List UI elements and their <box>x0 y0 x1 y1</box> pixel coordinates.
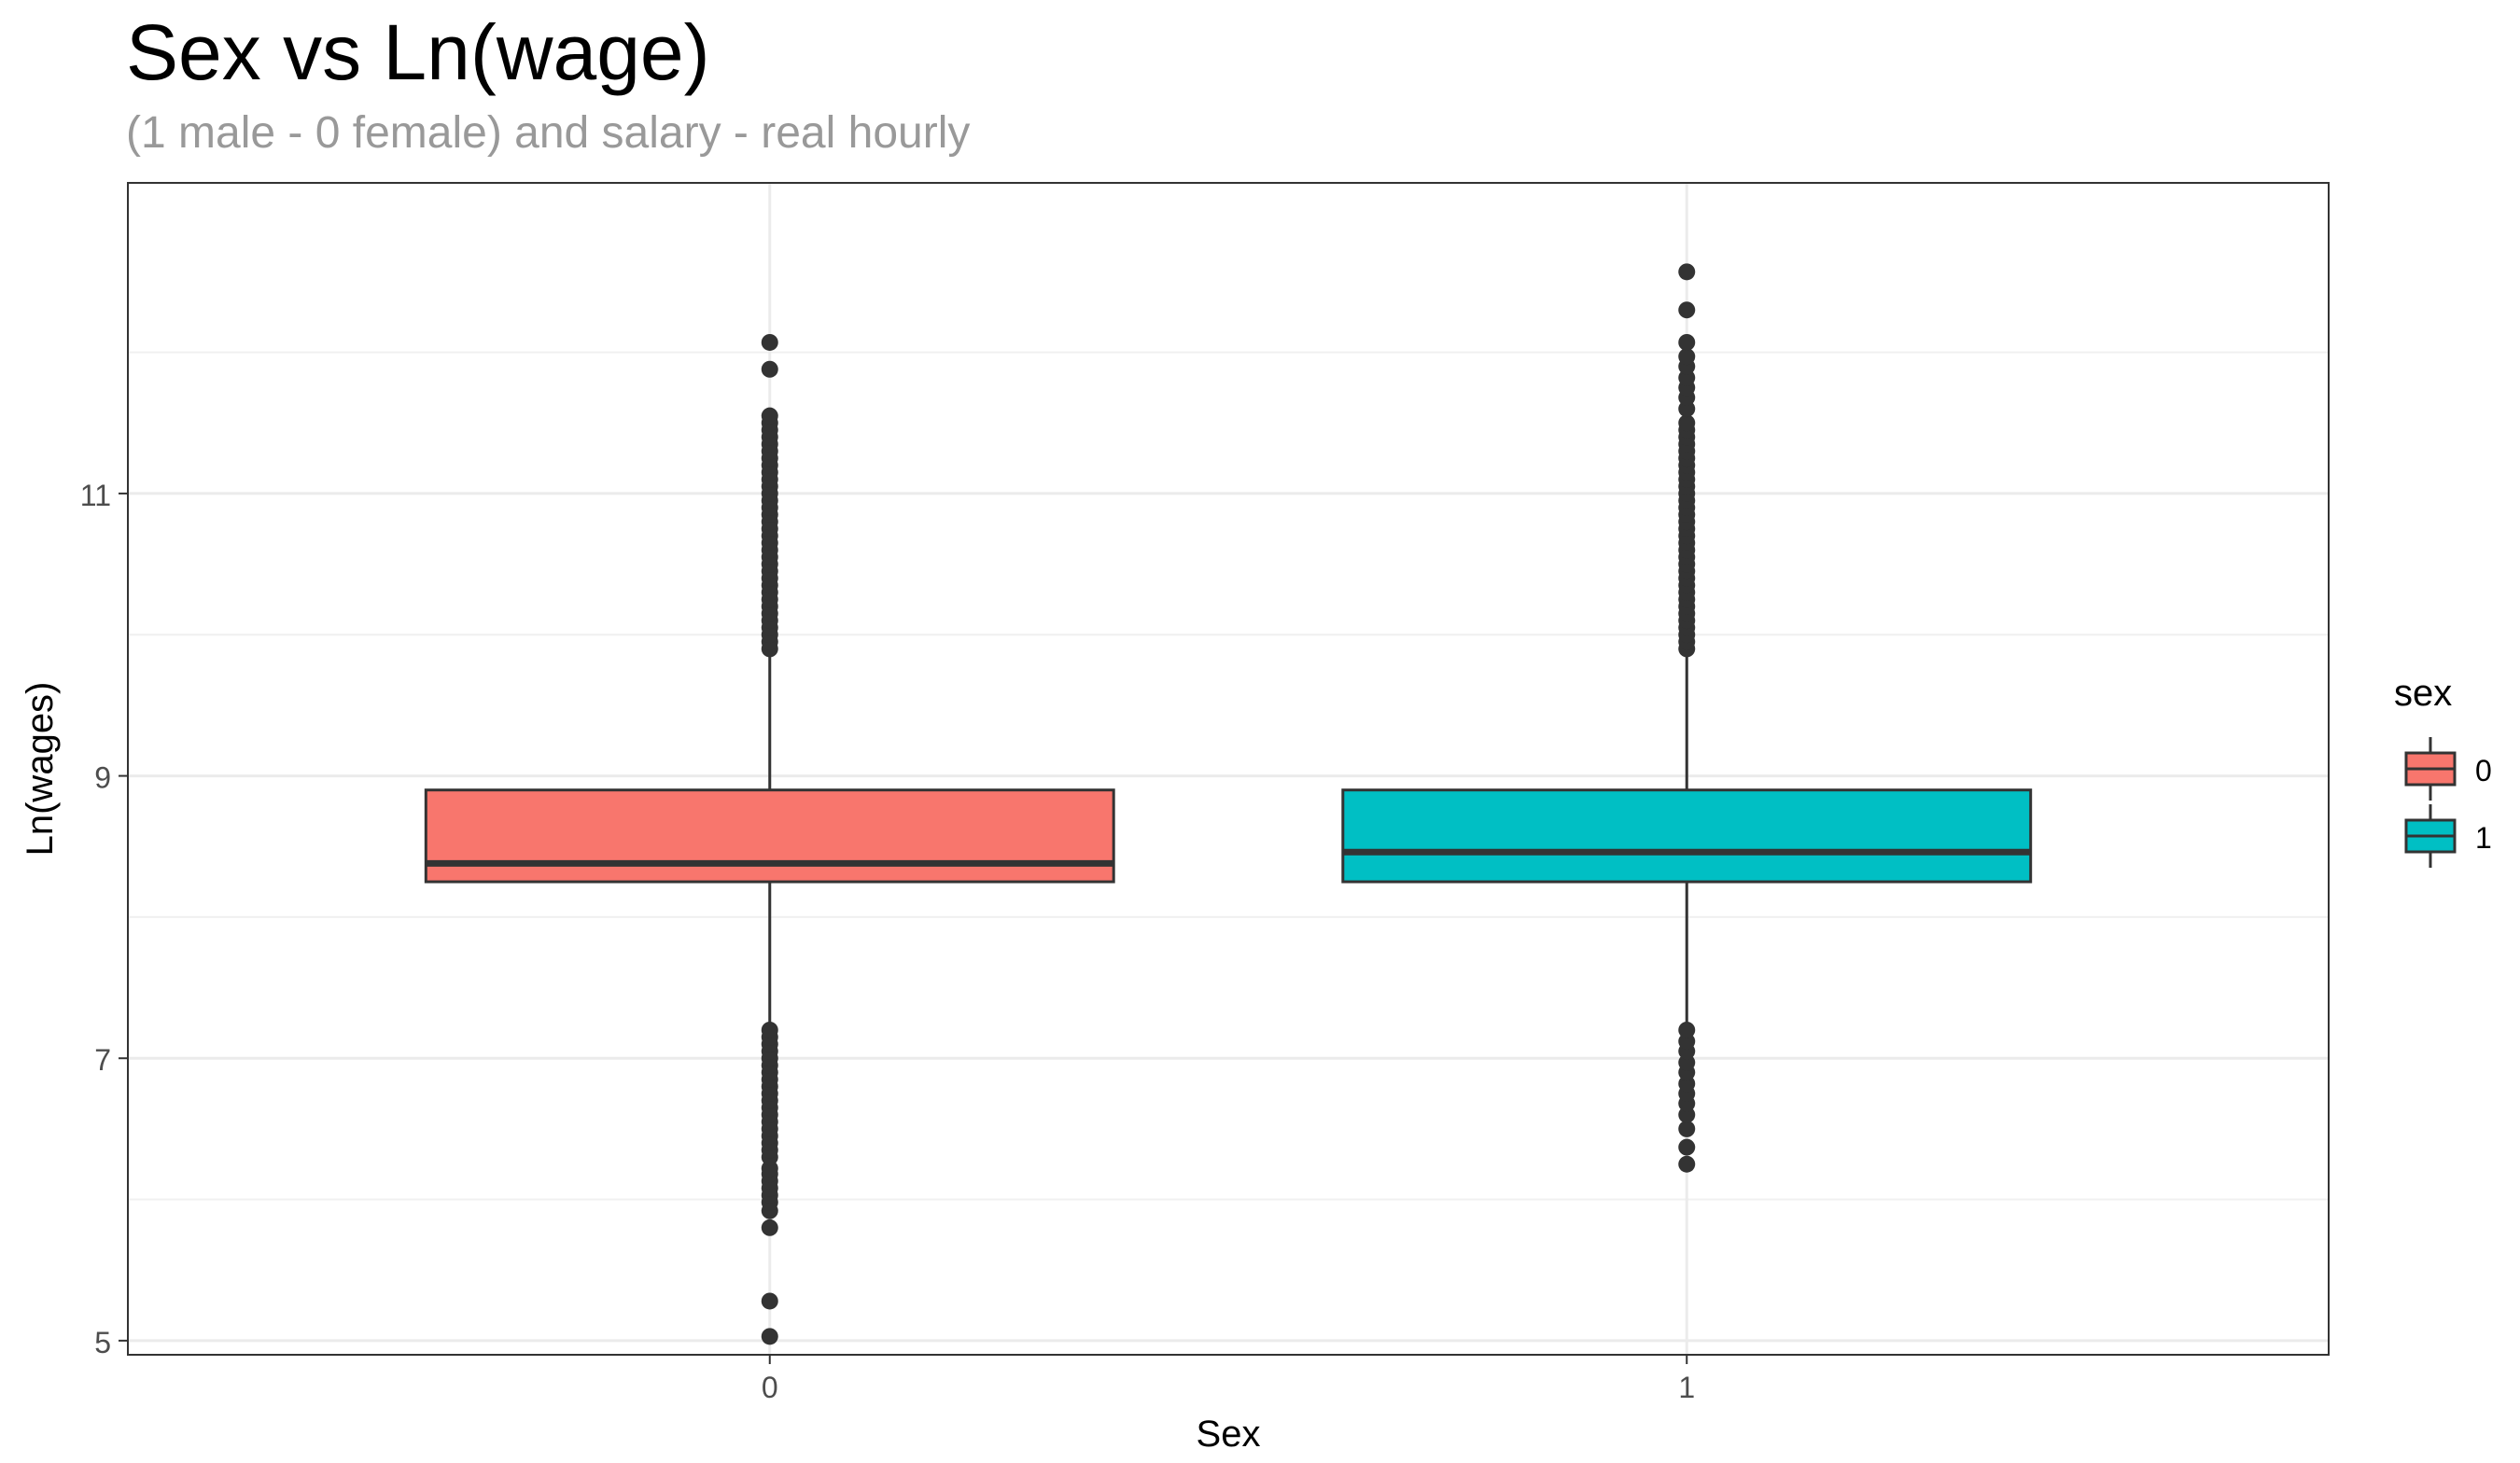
box-group-1 <box>1341 263 2033 1173</box>
y-tick-label: 9 <box>94 761 111 795</box>
grid-lines <box>128 183 2329 1355</box>
axes: 5 7 9 11 0 1 <box>80 479 1695 1404</box>
outlier-point <box>761 1292 778 1310</box>
x-axis-title: Sex <box>1197 1414 1261 1455</box>
outlier-point <box>761 360 778 378</box>
y-tick-label: 5 <box>94 1326 111 1359</box>
box-iqr <box>1341 788 2033 884</box>
outlier-point <box>1678 1138 1696 1156</box>
boxes <box>424 263 2033 1345</box>
legend-label: 0 <box>2475 754 2492 787</box>
outlier-point <box>1678 414 1696 432</box>
box-iqr <box>424 788 1115 884</box>
box-group-0 <box>424 333 1115 1345</box>
outlier-point <box>761 407 778 425</box>
y-tick-label: 11 <box>80 479 111 512</box>
outlier-point <box>1678 348 1696 366</box>
outlier-point <box>761 1219 778 1236</box>
outlier-point <box>761 1021 778 1038</box>
x-tick-label: 0 <box>762 1371 778 1404</box>
legend-item-0: 0 <box>2404 737 2492 801</box>
x-tick-label: 1 <box>1678 1371 1695 1404</box>
legend: sex 0 1 <box>2394 673 2492 868</box>
outlier-point <box>1678 1155 1696 1173</box>
outlier-point <box>1678 301 1696 319</box>
outlier-point <box>761 1328 778 1345</box>
legend-item-1: 1 <box>2404 804 2492 868</box>
y-axis-title: Ln(wages) <box>20 682 61 857</box>
legend-label: 1 <box>2475 821 2492 855</box>
outlier-point <box>1678 333 1696 351</box>
outlier-point <box>1678 1120 1696 1137</box>
chart-subtitle: (1 male - 0 female) and salary - real ho… <box>126 108 971 158</box>
outlier-point <box>761 333 778 351</box>
outlier-point <box>1678 1021 1696 1038</box>
chart-title: Sex vs Ln(wage) <box>126 8 710 96</box>
plot-panel-border <box>127 182 2330 1356</box>
y-tick-label: 7 <box>94 1043 111 1077</box>
legend-title: sex <box>2394 673 2452 714</box>
outlier-point <box>1678 263 1696 281</box>
